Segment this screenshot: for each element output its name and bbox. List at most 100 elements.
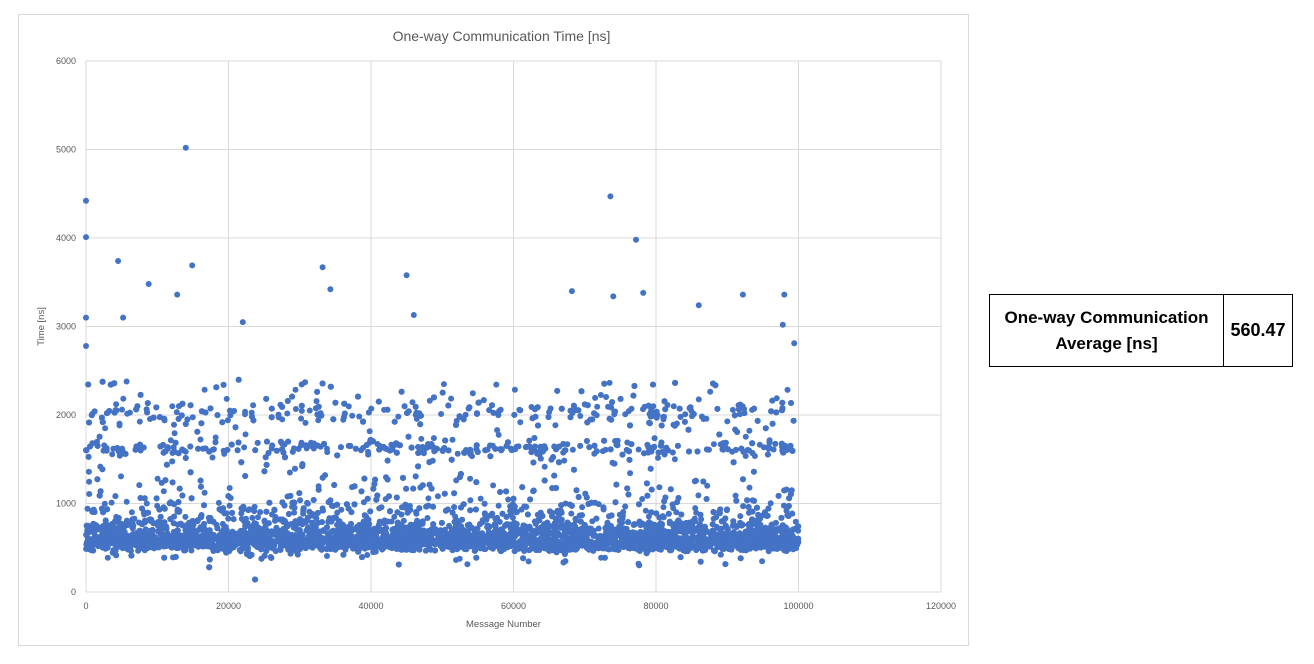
data-point	[731, 412, 738, 419]
data-point	[778, 514, 785, 521]
data-point	[667, 486, 674, 493]
data-point	[395, 413, 402, 420]
data-point	[364, 495, 371, 502]
data-point	[453, 477, 460, 484]
data-point	[85, 468, 92, 475]
data-point	[541, 463, 548, 470]
data-point	[223, 395, 230, 402]
data-point	[662, 406, 669, 413]
data-point	[765, 548, 772, 555]
data-point	[724, 525, 730, 532]
data-point	[695, 396, 702, 403]
data-point	[525, 558, 532, 565]
data-point	[319, 507, 326, 514]
data-point	[187, 402, 194, 409]
data-point	[386, 493, 392, 500]
data-point	[733, 497, 740, 504]
data-point	[86, 478, 93, 485]
data-point	[298, 381, 305, 388]
data-point	[792, 518, 799, 525]
x-tick-label: 20000	[216, 601, 241, 611]
data-point	[612, 499, 619, 506]
data-point	[96, 433, 103, 440]
data-point	[86, 419, 93, 426]
data-point	[746, 484, 753, 491]
data-point	[698, 516, 705, 523]
data-point	[449, 509, 456, 516]
data-point	[391, 513, 398, 520]
data-point	[338, 506, 345, 513]
data-point	[284, 410, 291, 417]
data-point	[292, 386, 299, 393]
data-point	[494, 427, 501, 434]
data-point	[236, 547, 243, 553]
data-point	[340, 416, 347, 423]
data-point	[331, 514, 337, 521]
data-point	[531, 435, 538, 441]
data-point	[214, 412, 221, 419]
data-point	[297, 497, 304, 504]
data-point	[583, 438, 590, 444]
data-point	[136, 482, 143, 489]
data-point	[384, 406, 391, 413]
data-point	[109, 451, 116, 458]
data-point	[401, 403, 408, 410]
data-point	[359, 554, 365, 561]
data-point	[639, 496, 646, 502]
data-point	[695, 492, 702, 499]
data-point	[746, 427, 753, 434]
data-point	[448, 395, 455, 402]
data-point	[477, 495, 484, 502]
data-point	[462, 411, 469, 418]
data-point	[495, 502, 502, 509]
data-point	[366, 428, 373, 435]
data-point	[224, 446, 231, 453]
data-point	[400, 517, 407, 524]
data-point	[364, 552, 371, 558]
data-point	[306, 407, 313, 414]
data-point	[751, 405, 758, 412]
data-point	[490, 409, 497, 416]
data-point	[569, 446, 576, 453]
data-point	[729, 406, 736, 413]
x-tick-label: 0	[83, 601, 88, 611]
data-point	[292, 406, 299, 412]
data-point	[393, 494, 400, 501]
data-point	[113, 552, 120, 559]
data-point	[365, 409, 372, 416]
data-point	[711, 548, 718, 555]
data-point	[279, 416, 286, 423]
data-point	[169, 403, 176, 410]
data-point	[410, 485, 417, 492]
data-point	[249, 514, 256, 521]
data-point	[182, 421, 189, 427]
data-point	[724, 418, 731, 425]
data-point	[577, 413, 584, 419]
data-point	[603, 394, 610, 400]
data-point	[226, 485, 233, 491]
data-point	[428, 485, 435, 492]
data-point	[118, 473, 124, 480]
data-point	[566, 521, 573, 528]
data-point	[575, 494, 582, 500]
data-point	[624, 485, 631, 492]
data-point	[302, 419, 309, 426]
data-point	[670, 403, 677, 410]
data-point	[639, 520, 646, 527]
data-point	[456, 555, 463, 562]
data-point	[703, 446, 710, 453]
data-point	[417, 421, 424, 428]
data-point	[144, 400, 151, 407]
data-point	[221, 450, 228, 457]
data-point	[298, 407, 305, 414]
data-point	[99, 466, 106, 473]
data-point	[363, 442, 370, 449]
data-point	[677, 554, 684, 561]
data-point	[324, 553, 330, 559]
data-point	[650, 381, 656, 388]
data-point	[606, 379, 613, 386]
data-point	[352, 445, 359, 452]
data-point	[305, 533, 312, 540]
data-point	[554, 387, 561, 394]
data-point	[86, 491, 93, 497]
